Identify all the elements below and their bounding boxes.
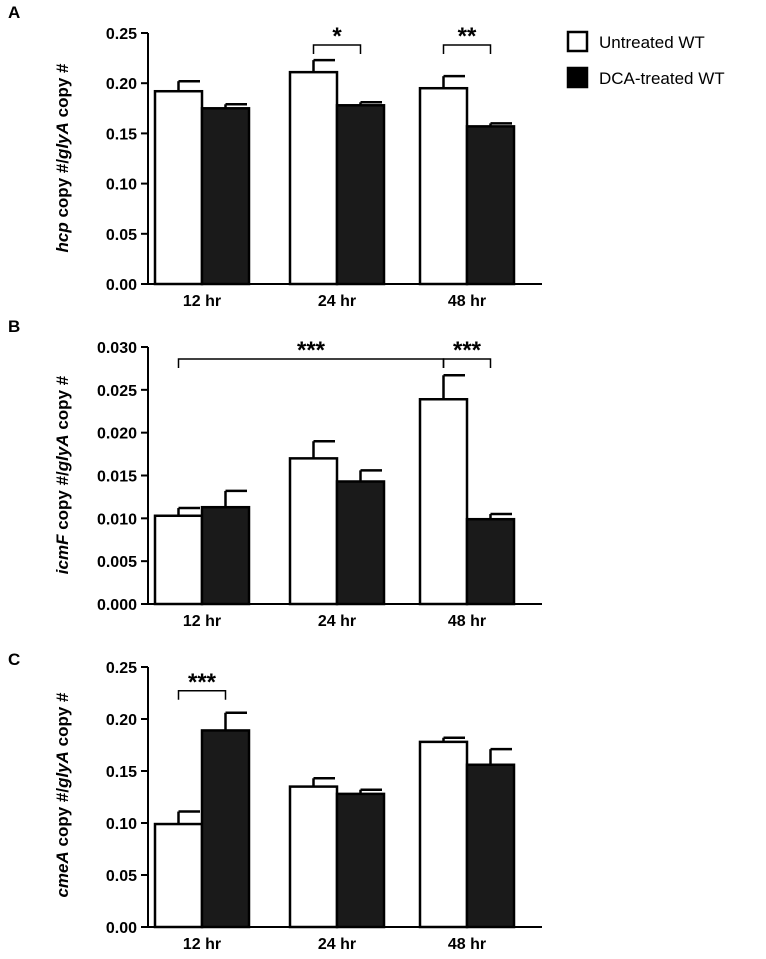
bar	[200, 729, 251, 929]
bar	[288, 785, 339, 929]
x-tick-label: 48 hr	[448, 293, 486, 310]
y-tick-label: 0.15	[106, 764, 137, 781]
bar	[288, 70, 339, 286]
legend: Untreated WT DCA-treated WT	[566, 30, 725, 89]
y-tick-label: 0.20	[106, 712, 137, 729]
significance-label: **	[458, 23, 477, 50]
y-tick-label: 0.25	[106, 26, 137, 43]
significance-bracket	[177, 690, 227, 700]
y-tick-label: 0.10	[106, 177, 137, 194]
bar	[465, 763, 516, 929]
y-tick-label: 0.010	[97, 511, 137, 528]
y-tick-label: 0.15	[106, 126, 137, 143]
y-tick-label: 0.025	[97, 383, 137, 400]
y-tick-label: 0.000	[97, 597, 137, 614]
y-tick-label: 0.030	[97, 340, 137, 357]
y-tick-label: 0.00	[106, 277, 137, 294]
legend-swatch-dca	[566, 66, 589, 89]
y-axis-label-part: glyA	[53, 434, 72, 472]
panel-label: B	[8, 317, 20, 336]
bar	[200, 505, 251, 606]
x-tick-label: 24 hr	[318, 293, 356, 310]
y-axis-label-part: glyA	[53, 751, 72, 789]
y-tick-label: 0.015	[97, 469, 137, 486]
x-tick-label: 12 hr	[183, 936, 221, 953]
significance-bracket	[442, 44, 492, 54]
y-tick-label: 0.10	[106, 816, 137, 833]
bar	[465, 125, 516, 286]
y-axis-label-part: hcp	[53, 222, 72, 252]
significance-label: ***	[453, 337, 482, 364]
y-axis-label-part: copy #	[53, 692, 72, 751]
y-axis-label-part: copy #/	[53, 159, 72, 223]
y-axis-label-part: cmeA	[53, 851, 72, 897]
bar	[418, 740, 469, 929]
bar	[153, 89, 204, 286]
y-tick-label: 0.020	[97, 426, 137, 443]
y-tick-label: 0.20	[106, 76, 137, 93]
bar	[465, 517, 516, 606]
y-tick-label: 0.05	[106, 868, 137, 885]
y-axis-label-part: icmF	[53, 534, 72, 574]
panel-label: A	[8, 3, 20, 22]
x-tick-label: 24 hr	[318, 936, 356, 953]
significance-label: ***	[188, 669, 217, 696]
bar	[335, 104, 386, 286]
significance-bracket	[312, 44, 362, 54]
bar	[200, 107, 251, 286]
bar	[153, 514, 204, 606]
y-axis-label: cmeA copy #/glyA copy #	[53, 692, 72, 898]
significance-label: ***	[297, 337, 326, 364]
y-axis-label: hcp copy #/glyA copy #	[53, 63, 72, 253]
bar	[335, 792, 386, 929]
significance-label: *	[332, 23, 342, 50]
legend-label-dca: DCA-treated WT	[599, 69, 725, 88]
panel-label: C	[8, 650, 20, 669]
significance-bracket	[442, 358, 492, 368]
x-tick-label: 48 hr	[448, 613, 486, 630]
y-axis-label-part: copy #/	[53, 471, 72, 535]
y-axis-label-part: copy #	[53, 375, 72, 434]
y-tick-label: 0.00	[106, 920, 137, 937]
y-axis-label-part: glyA	[53, 122, 72, 160]
legend-label-untreated: Untreated WT	[599, 33, 705, 52]
bar	[153, 822, 204, 929]
legend-swatch-untreated	[566, 30, 589, 53]
y-axis-label-part: copy #/	[53, 788, 72, 852]
bar	[335, 480, 386, 606]
x-tick-label: 24 hr	[318, 613, 356, 630]
y-axis-label: icmF copy #/glyA copy #	[53, 375, 72, 574]
bar	[418, 86, 469, 286]
y-axis-label-part: copy #	[53, 63, 72, 122]
y-tick-label: 0.05	[106, 227, 137, 244]
bar	[418, 398, 469, 606]
y-tick-label: 0.25	[106, 660, 137, 677]
x-tick-label: 48 hr	[448, 936, 486, 953]
x-tick-label: 12 hr	[183, 613, 221, 630]
x-tick-label: 12 hr	[183, 293, 221, 310]
y-tick-label: 0.005	[97, 554, 137, 571]
bar	[288, 457, 339, 606]
